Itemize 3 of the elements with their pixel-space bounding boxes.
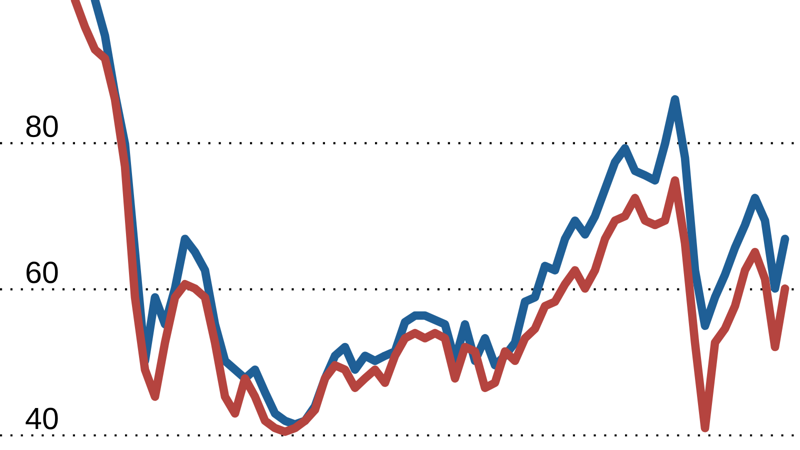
y-tick-label: 40 bbox=[26, 408, 58, 430]
y-tick-label: 60 bbox=[26, 262, 58, 284]
y-tick-label: 80 bbox=[26, 116, 58, 138]
